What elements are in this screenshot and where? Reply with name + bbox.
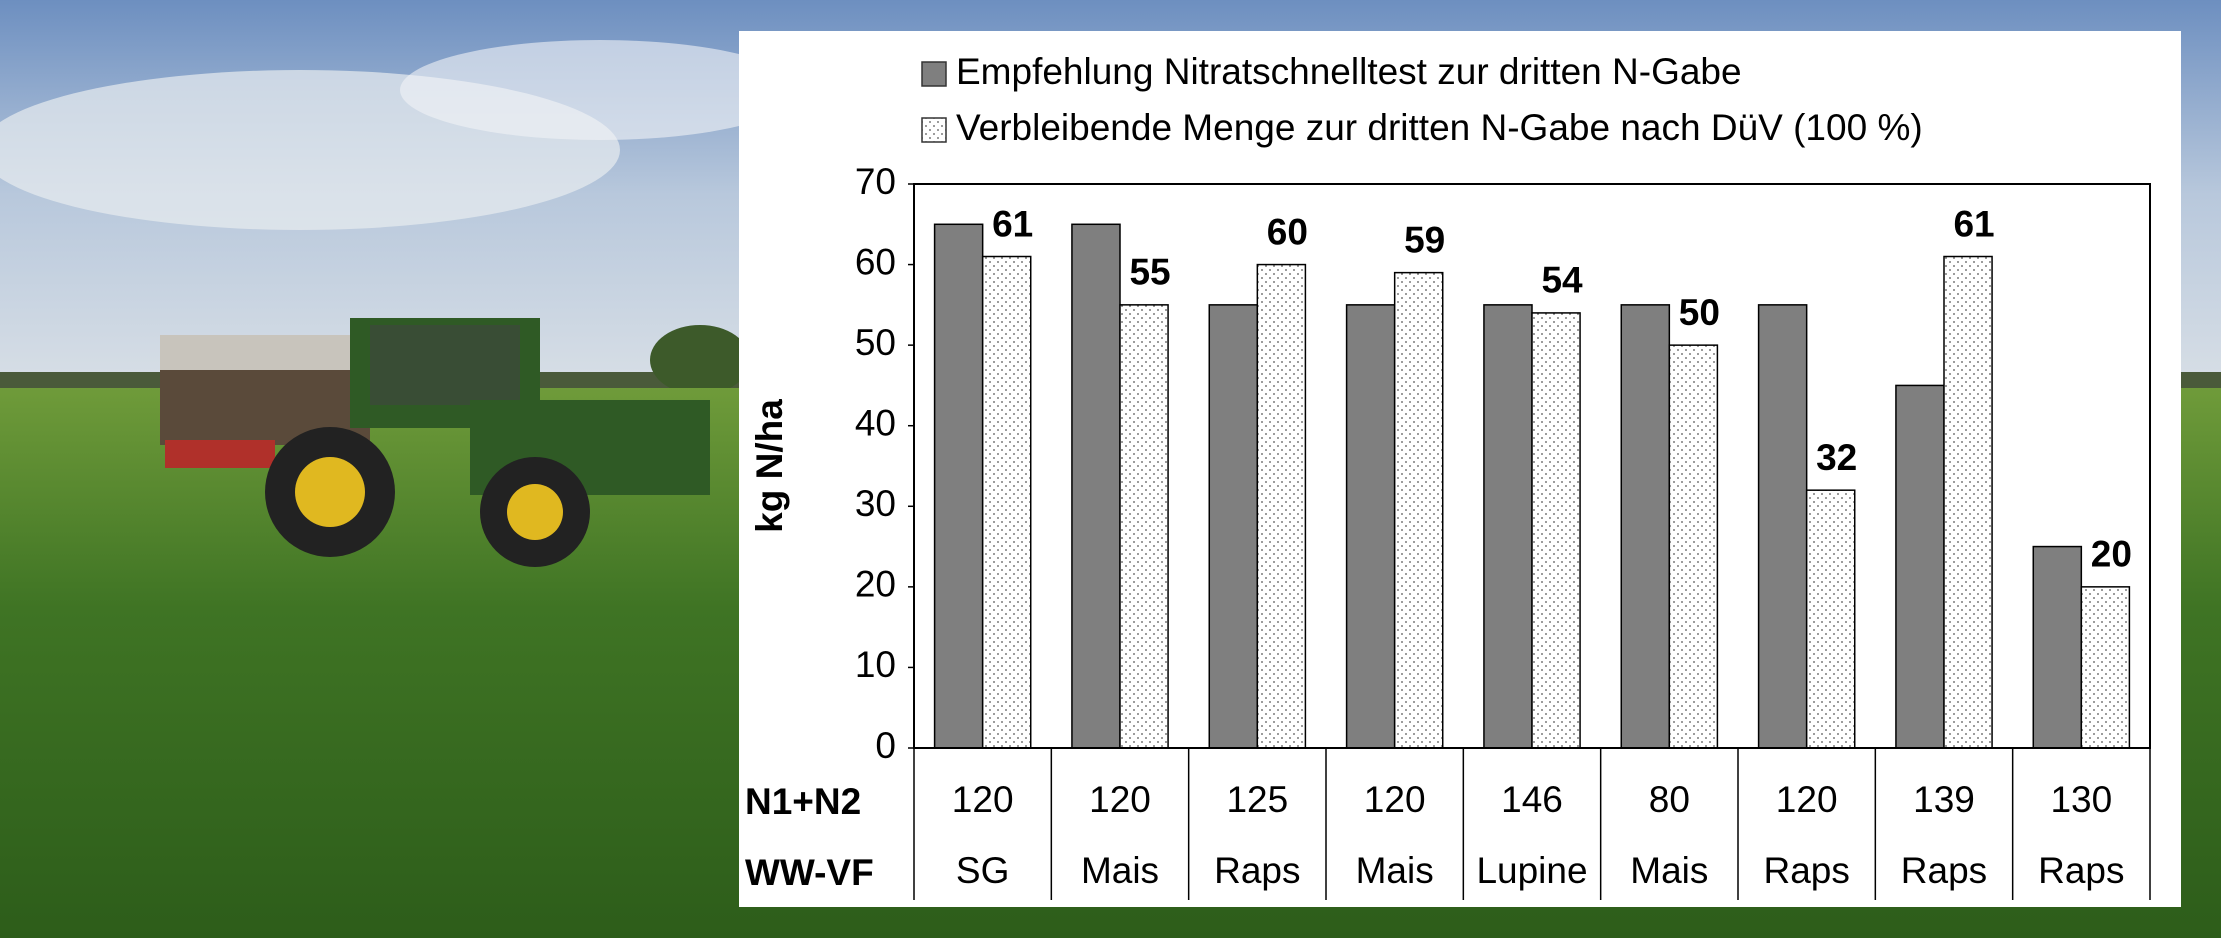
legend-swatch: [922, 118, 946, 142]
data-label: 55: [1129, 252, 1170, 293]
bar: [1532, 313, 1580, 748]
bar: [2081, 587, 2129, 748]
table-value: 120: [952, 779, 1014, 820]
table-value: 139: [1913, 779, 1975, 820]
data-label: 61: [1953, 203, 1994, 244]
x-tick-label: Raps: [1214, 850, 1300, 891]
legend-label: Empfehlung Nitratschnelltest zur dritten…: [956, 51, 1742, 92]
bar: [1484, 305, 1532, 748]
table-value: 120: [1364, 779, 1426, 820]
table-value: 130: [2050, 779, 2112, 820]
legend-swatch: [922, 62, 946, 86]
legend-label: Verbleibende Menge zur dritten N-Gabe na…: [956, 107, 1923, 148]
data-label: 50: [1679, 292, 1720, 333]
bar: [1896, 385, 1944, 748]
x-tick-label: Mais: [1630, 850, 1708, 891]
bar: [2033, 547, 2081, 748]
data-label: 54: [1541, 260, 1583, 301]
y-tick-label: 10: [855, 644, 896, 685]
bar: [1395, 273, 1443, 748]
bar: [1209, 305, 1257, 748]
table-value: 125: [1226, 779, 1288, 820]
bar: [1072, 224, 1120, 748]
y-tick-label: 40: [855, 402, 896, 443]
table-row-label: N1+N2: [745, 781, 861, 822]
y-tick-label: 70: [855, 161, 896, 202]
table-value: 80: [1649, 779, 1690, 820]
y-tick-label: 0: [875, 725, 896, 766]
table-value: 120: [1776, 779, 1838, 820]
bar: [935, 224, 983, 748]
y-tick-label: 60: [855, 241, 896, 282]
bar: [1120, 305, 1168, 748]
bar: [1347, 305, 1395, 748]
x-tick-label: Raps: [1763, 850, 1849, 891]
x-tick-label: Raps: [1901, 850, 1987, 891]
data-label: 61: [992, 203, 1033, 244]
category-row-label: WW-VF: [745, 852, 874, 893]
page: kg N/ha WW-VF N1+N2 0 10 20 30 40 50 60 70 Empfe…: [0, 0, 2221, 938]
table-value: 146: [1501, 779, 1563, 820]
x-tick-label: Lupine: [1476, 850, 1587, 891]
bar: [983, 257, 1031, 748]
data-label: 32: [1816, 437, 1857, 478]
x-tick-label: SG: [956, 850, 1009, 891]
bar: [1807, 490, 1855, 748]
chart: kg N/ha WW-VF N1+N2 0 10 20 30 40 50 60 70 Empfe…: [0, 0, 2221, 938]
y-axis-label: kg N/ha: [749, 399, 790, 533]
bar: [1621, 305, 1669, 748]
bar: [1257, 265, 1305, 748]
data-label: 60: [1267, 211, 1308, 252]
data-label: 20: [2091, 534, 2132, 575]
y-tick-label: 20: [855, 564, 896, 605]
bar: [1759, 305, 1807, 748]
x-tick-label: Raps: [2038, 850, 2124, 891]
table-value: 120: [1089, 779, 1151, 820]
data-label: 59: [1404, 219, 1445, 260]
y-tick-label: 30: [855, 483, 896, 524]
bar: [1669, 345, 1717, 748]
bar: [1944, 257, 1992, 748]
y-tick-label: 50: [855, 322, 896, 363]
x-tick-label: Mais: [1356, 850, 1434, 891]
x-tick-label: Mais: [1081, 850, 1159, 891]
